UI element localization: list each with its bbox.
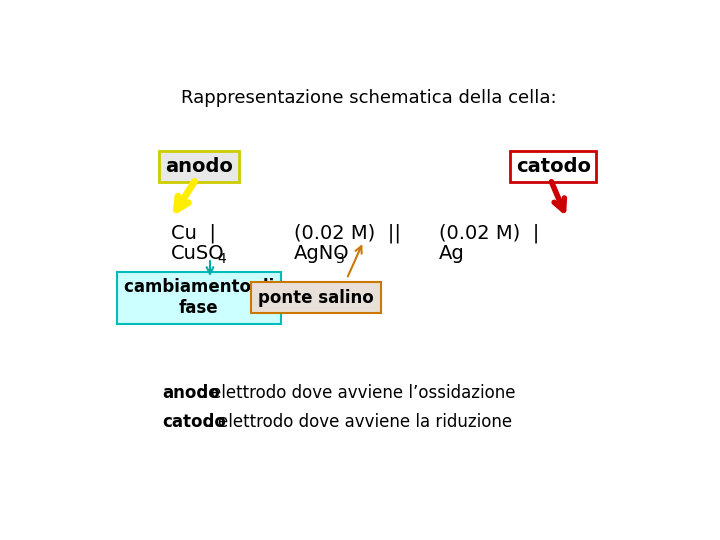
Text: Ag: Ag [438,245,464,264]
Text: : elettrodo dove avviene la riduzione: : elettrodo dove avviene la riduzione [207,414,512,431]
Text: AgNO: AgNO [294,245,349,264]
Text: anodo: anodo [163,384,220,402]
Text: 4: 4 [217,252,226,266]
Text: cambiamento di
fase: cambiamento di fase [124,278,274,317]
Text: ponte salino: ponte salino [258,289,374,307]
Text: CuSO: CuSO [171,245,225,264]
Text: anodo: anodo [165,157,233,176]
Text: Cu  |: Cu | [171,224,216,243]
Text: catodo: catodo [163,414,226,431]
Text: catodo: catodo [516,157,590,176]
Text: (0.02 M)  |: (0.02 M) | [438,224,539,243]
Text: (0.02 M)  ||: (0.02 M) || [294,224,400,243]
Text: 3: 3 [336,252,344,266]
Text: : elettrodo dove avviene l’ossidazione: : elettrodo dove avviene l’ossidazione [200,384,516,402]
Text: Rappresentazione schematica della cella:: Rappresentazione schematica della cella: [181,89,557,107]
